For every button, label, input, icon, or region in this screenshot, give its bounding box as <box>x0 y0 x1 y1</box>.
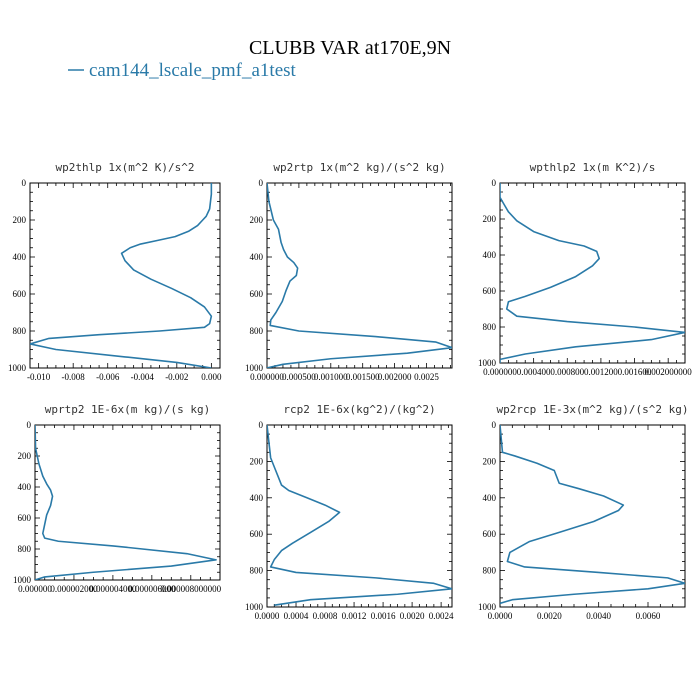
x-tick-label: 0.0060 <box>636 611 661 621</box>
panel-title: wp2rcp 1E-3x(m^2 kg)/(s^2 kg) <box>496 403 688 416</box>
x-tick-label: 0.0000 <box>255 611 280 621</box>
y-tick-label: 0 <box>492 420 497 430</box>
y-tick-label: 0 <box>22 178 27 188</box>
plot-frame <box>499 424 686 608</box>
y-tick-label: 800 <box>483 322 497 332</box>
x-tick-label: 0.0020 <box>400 611 425 621</box>
chart-panel: wprtp2 1E-6x(m kg)/(s kg) 0 200 400 600 800 10… <box>13 403 222 594</box>
y-tick-label: 0 <box>27 420 32 430</box>
x-tick-label: 0.000400 <box>517 367 551 377</box>
panels: wp2thlp 1x(m^2 K)/s^202004006008001000-0… <box>8 161 692 621</box>
plot-frame <box>266 424 453 608</box>
plot-frame <box>29 182 221 369</box>
x-tick-label: 0.000002000 <box>50 584 98 594</box>
series-line <box>267 183 452 368</box>
x-tick-label: 0.0012 <box>342 611 367 621</box>
x-tick-label: 0.002000000 <box>645 367 693 377</box>
x-tick-label: 0.0025 <box>414 372 439 382</box>
y-tick-label: 0 <box>259 420 264 430</box>
x-tick-label: 0.000000 <box>483 367 517 377</box>
x-tick-label: 0.0000 <box>488 611 513 621</box>
x-tick-label: 0.0020 <box>537 611 562 621</box>
y-tick-label: 800 <box>483 566 497 576</box>
y-tick-label: 200 <box>18 451 32 461</box>
y-tick-label: 600 <box>483 529 497 539</box>
chart-panel: wpthlp2 1x(m K^2)/s020040060080010000.00… <box>478 161 692 377</box>
x-tick-label: 0.0024 <box>429 611 454 621</box>
y-tick-label: 400 <box>18 482 32 492</box>
x-tick-label: 0.0016 <box>371 611 396 621</box>
y-tick-label: 0 <box>492 178 497 188</box>
x-tick-label: 0.000000 <box>18 584 52 594</box>
panel-title: wp2thlp 1x(m^2 K)/s^2 <box>55 161 194 174</box>
x-tick-label: -0.002 <box>165 372 188 382</box>
x-tick-label: 0.0004 <box>284 611 309 621</box>
y-tick-label: 200 <box>483 214 497 224</box>
panel-title: wprtp2 1E-6x(m kg)/(s kg) <box>45 403 211 416</box>
chart-panel: wp2thlp 1x(m^2 K)/s^202004006008001000-0… <box>8 161 222 382</box>
y-tick-label: 400 <box>483 493 497 503</box>
y-tick-label: 800 <box>13 326 27 336</box>
y-tick-label: 600 <box>18 513 32 523</box>
x-tick-label: 0.000500 <box>282 372 316 382</box>
y-tick-label: 600 <box>483 286 497 296</box>
y-tick-label: 1000 <box>8 363 27 373</box>
y-tick-label: 600 <box>13 289 27 299</box>
series-line <box>500 183 685 363</box>
series-line <box>30 183 213 368</box>
x-tick-label: 0.000006000 <box>128 584 176 594</box>
y-tick-label: 400 <box>483 250 497 260</box>
x-tick-label: 0.000004000 <box>89 584 137 594</box>
x-tick-label: -0.010 <box>27 372 51 382</box>
x-tick-label: 0.000800 <box>550 367 584 377</box>
x-tick-label: 0.000000 <box>250 372 284 382</box>
y-tick-label: 1000 <box>245 602 264 612</box>
x-tick-label: 0.001500 <box>346 372 380 382</box>
y-tick-label: 200 <box>13 215 27 225</box>
y-tick-label: 800 <box>18 544 32 554</box>
y-tick-label: 600 <box>250 529 264 539</box>
y-tick-label: 1000 <box>478 602 497 612</box>
x-tick-label: -0.004 <box>131 372 155 382</box>
y-tick-label: 1000 <box>13 575 32 585</box>
x-tick-label: -0.006 <box>96 372 120 382</box>
legend-label: cam144_lscale_pmf_a1test <box>89 60 297 81</box>
y-tick-label: 200 <box>250 456 264 466</box>
panel-title: wp2rtp 1x(m^2 kg)/(s^2 kg) <box>273 161 445 174</box>
y-tick-label: 200 <box>250 215 264 225</box>
plot-frame <box>499 182 686 364</box>
chart-panel: rcp2 1E-6x(kg^2)/(kg^2) 0 200 400 600 800 1000… <box>245 403 454 621</box>
panel-title: rcp2 1E-6x(kg^2)/(kg^2) <box>283 403 435 416</box>
series-line <box>500 425 685 605</box>
x-tick-label: 0.0040 <box>586 611 611 621</box>
y-tick-label: 400 <box>13 252 27 262</box>
series-line <box>35 425 217 580</box>
y-tick-label: 1000 <box>478 358 497 368</box>
x-tick-label: 0.000008000000 <box>160 584 221 594</box>
y-tick-label: 1000 <box>245 363 264 373</box>
panel-title: wpthlp2 1x(m K^2)/s <box>530 161 656 174</box>
figure-title: CLUBB VAR at170E,9N <box>249 37 451 59</box>
chart-panel: wp2rtp 1x(m^2 kg)/(s^2 kg) 0 200 400 600 800 1… <box>245 161 453 382</box>
x-tick-label: -0.008 <box>62 372 86 382</box>
x-tick-label: 0.001600 <box>618 367 652 377</box>
y-tick-label: 0 <box>259 178 264 188</box>
y-tick-label: 600 <box>250 289 264 299</box>
y-tick-label: 400 <box>250 252 264 262</box>
chart-panel: wp2rcp 1E-3x(m^2 kg)/(s^2 kg) 0 200 400 600 8… <box>478 403 689 621</box>
legend: cam144_lscale_pmf_a1test <box>68 60 297 81</box>
y-tick-label: 800 <box>250 566 264 576</box>
plot-frame <box>34 424 221 581</box>
x-tick-label: 0.001000 <box>314 372 348 382</box>
x-tick-label: 0.000 <box>201 372 222 382</box>
x-tick-label: 0.0008 <box>313 611 338 621</box>
y-tick-label: 400 <box>250 493 264 503</box>
series-line <box>267 425 452 606</box>
x-tick-label: 0.001200 <box>584 367 618 377</box>
y-tick-label: 200 <box>483 456 497 466</box>
y-tick-label: 800 <box>250 326 264 336</box>
x-tick-label: 0.002000 <box>378 372 412 382</box>
